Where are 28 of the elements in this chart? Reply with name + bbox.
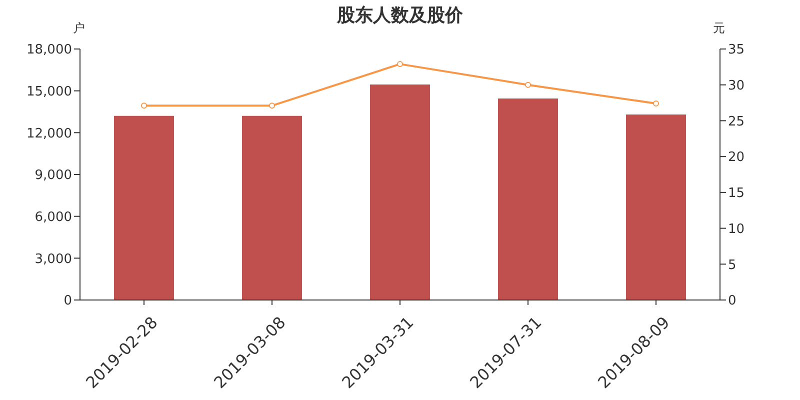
y-tick-label: 9,000 [34, 168, 72, 184]
y-tick-label: 0 [64, 294, 72, 309]
y2-axis-title: 元 [713, 20, 725, 37]
y-tick-label: 6,000 [34, 210, 72, 225]
y2-tick-label: 0 [728, 294, 736, 309]
bar [370, 84, 430, 300]
point [397, 61, 403, 68]
y2-tick-label: 20 [728, 150, 745, 166]
y-axis-title: 户 [73, 20, 85, 37]
y2-tick-label: 30 [728, 78, 745, 94]
bar [626, 114, 686, 300]
y2-tick-label: 15 [728, 186, 745, 202]
point [141, 102, 147, 109]
bar [242, 116, 302, 300]
point [525, 82, 531, 88]
bar [114, 116, 174, 300]
y2-tick-label: 5 [728, 258, 736, 273]
point [269, 102, 275, 109]
y2-tick-label: 25 [728, 114, 745, 130]
chart-title: 股东人数及股价 [337, 5, 463, 26]
y-tick-label: 3,000 [34, 252, 72, 267]
bar [498, 98, 558, 300]
y2-tick-label: 10 [728, 222, 745, 237]
y-tick-label: 18,000 [26, 42, 72, 58]
y-tick-label: 15,000 [26, 84, 72, 100]
y-tick-label: 12,000 [26, 126, 72, 142]
y2-tick-label: 35 [728, 42, 745, 58]
point [653, 100, 659, 107]
